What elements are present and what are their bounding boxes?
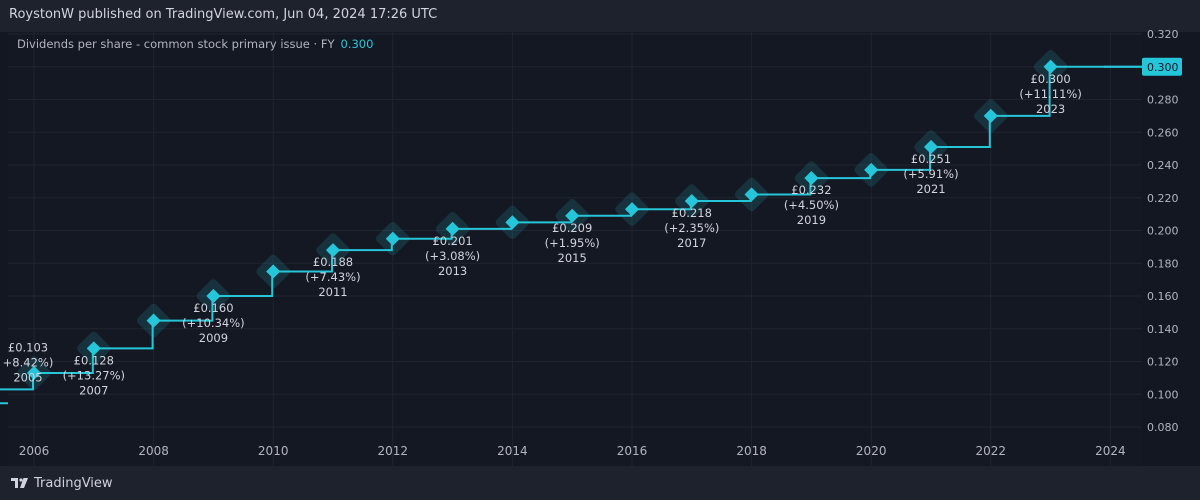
data-point-marker [983,108,998,123]
data-label: (+3.08%) [425,249,480,263]
data-label: 2009 [199,331,228,345]
y-tick-label: 0.100 [1147,388,1179,401]
data-point-marker [146,313,161,328]
data-label: 2011 [318,285,347,299]
data-label: (+4.50%) [784,198,839,212]
data-label: (+10.34%) [182,316,244,330]
data-label: (+11.11%) [1019,87,1081,101]
last-value-badge [1142,57,1182,76]
x-tick-label: 2022 [976,444,1007,458]
data-point-marker [744,187,759,202]
data-point-marker [923,139,939,155]
x-tick-label: 2018 [736,444,767,458]
data-label: (+7.43%) [305,270,360,284]
data-label: £0.209 [552,221,592,235]
data-point-marker [325,243,341,258]
x-tick-label: 2020 [856,444,887,458]
y-tick-label: 0.280 [1147,94,1179,107]
data-point-marker [445,221,460,236]
brand-name: TradingView [34,475,113,491]
data-label: £0.300 [1030,72,1070,86]
data-label: £0.160 [193,301,233,315]
data-label: 2021 [916,182,945,196]
brand[interactable]: TradingView [11,474,113,492]
data-label: 2017 [677,236,706,250]
x-tick-label: 2006 [19,444,50,458]
data-point-marker [266,264,281,279]
y-tick-label: 0.200 [1147,225,1179,238]
data-point-marker [385,231,400,246]
data-label: +8.42%) [3,355,54,369]
y-tick-label: 0.160 [1147,290,1179,303]
data-annotations: £0.103+8.42%)2005 £0.128(+13.27%)2007 £0.1… [3,72,1082,398]
series-legend[interactable]: Dividends per share - common stock prima… [17,37,373,51]
data-point-marker [206,288,221,304]
x-tick-label: 2012 [378,444,409,458]
header-bar: RoystonW published on TradingView.com, J… [0,0,1200,32]
x-tick-label: 2010 [258,444,289,458]
legend-value: 0.300 [340,37,374,51]
data-label: £0.232 [791,183,831,197]
data-label: (+1.95%) [545,236,600,250]
data-point-marker [864,162,879,177]
data-label: £0.103 [8,340,48,354]
legend-label: Dividends per share - common stock prima… [17,37,335,51]
y-tick-label: 0.080 [1147,421,1179,434]
y-tick-label: 0.220 [1147,192,1179,205]
data-label: 2013 [438,264,467,278]
x-tick-label: 2014 [497,444,528,458]
data-label: £0.188 [313,255,353,269]
chart-panel [8,32,1142,466]
tradingview-logo-icon [11,478,28,488]
x-axis: 2006 2008 2010 2012 2014 2016 2018 2020 2022 2024 [19,444,1126,458]
last-value-text: 0.300 [1147,61,1179,74]
data-label: 2007 [79,383,108,397]
y-tick-label: 0.140 [1147,323,1179,336]
data-label: (+5.91%) [903,167,958,181]
data-markers [17,50,1068,390]
data-point-marker [86,341,101,356]
footer-bar [0,466,1200,500]
y-tick-label: 0.240 [1147,159,1179,172]
data-label: £0.251 [911,152,951,166]
published-text: RoystonW published on TradingView.com, J… [9,7,438,22]
y-tick-label: 0.180 [1147,257,1179,270]
data-label: (+13.27%) [63,368,125,382]
y-axis: 0.080 0.100 0.120 0.140 0.160 0.180 0.200 0.220… [1147,28,1179,434]
data-label: £0.128 [74,353,114,367]
data-label: (+2.35%) [664,221,719,235]
data-point-marker [26,365,42,381]
x-tick-label: 2008 [138,444,169,458]
data-label: £0.218 [672,206,712,220]
data-label: 2023 [1036,102,1065,116]
y-tick-label: 0.120 [1147,356,1179,369]
grid-lines [8,32,1142,466]
data-point-marker [804,171,819,186]
x-tick-label: 2024 [1095,444,1126,458]
y-tick-label: 0.260 [1147,126,1179,139]
data-point-marker [684,193,699,209]
data-label: 2019 [797,213,826,227]
x-tick-label: 2016 [617,444,648,458]
data-point-marker [505,215,520,230]
data-label: 2015 [558,251,587,265]
data-point-marker [624,202,640,217]
data-label: 2005 [13,370,42,384]
y-tick-label: 0.320 [1147,28,1179,41]
last-value-label: 0.300 [1104,57,1182,76]
data-point-marker [1043,59,1058,74]
data-point-marker [565,208,580,223]
data-label: £0.201 [432,234,472,248]
